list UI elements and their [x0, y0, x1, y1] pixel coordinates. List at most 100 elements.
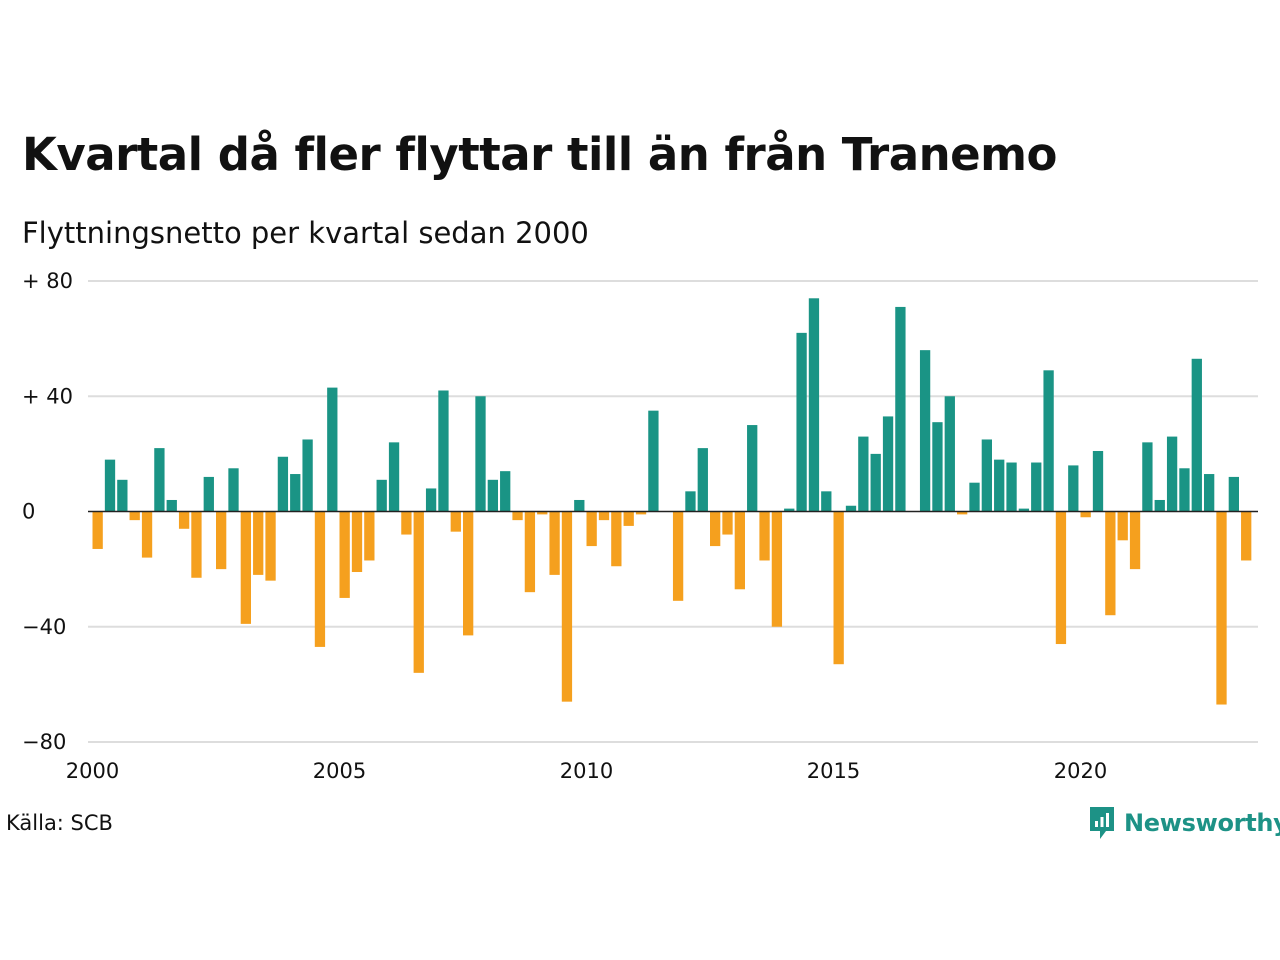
bar	[401, 511, 412, 535]
bar	[944, 396, 955, 512]
chart-subtitle: Flyttningsnetto per kvartal sedan 2000	[22, 216, 589, 250]
bar	[821, 491, 832, 512]
bar	[178, 511, 190, 529]
bar	[524, 511, 536, 593]
bar	[277, 456, 289, 512]
bar	[1179, 468, 1190, 512]
bar	[240, 511, 251, 624]
bar	[648, 410, 659, 512]
bar	[1006, 462, 1017, 512]
y-tick-label: + 80	[22, 269, 73, 293]
bar	[154, 448, 165, 512]
bar	[425, 488, 437, 512]
bar	[808, 298, 820, 512]
bar	[1018, 508, 1030, 512]
bar	[759, 511, 770, 561]
bar	[438, 390, 449, 512]
bar	[710, 511, 721, 547]
bar	[141, 511, 153, 558]
bar	[635, 511, 647, 515]
bar	[203, 476, 214, 512]
bar	[166, 499, 177, 512]
bar	[1228, 476, 1239, 512]
bar	[882, 416, 894, 512]
bar	[364, 511, 375, 561]
bar	[895, 306, 906, 512]
bar	[1166, 436, 1178, 512]
bar	[1105, 511, 1116, 616]
bar	[129, 511, 140, 521]
bar	[771, 511, 783, 627]
bar	[549, 511, 560, 575]
bar	[104, 459, 116, 512]
brand-logo: Newsworthy	[1088, 804, 1280, 842]
x-tick-label: 2005	[313, 759, 366, 783]
x-tick-label: 2015	[807, 759, 860, 783]
bar	[450, 511, 461, 532]
bar	[1241, 511, 1252, 561]
bar	[845, 505, 857, 512]
brand-name: Newsworthy	[1124, 809, 1280, 837]
bar	[1154, 499, 1165, 512]
bar	[919, 350, 931, 512]
bar	[314, 511, 326, 647]
bar	[574, 499, 585, 512]
bar	[302, 439, 313, 512]
bar	[487, 479, 498, 512]
bar	[697, 448, 708, 512]
bar	[1043, 370, 1054, 512]
bar	[1068, 465, 1079, 512]
bar	[327, 387, 338, 512]
bar	[1031, 462, 1042, 512]
bar	[1216, 511, 1227, 705]
y-tick-label: + 40	[22, 384, 73, 408]
bar	[784, 508, 795, 512]
bar	[1191, 358, 1202, 512]
bar	[117, 479, 128, 512]
x-tick-label: 2020	[1054, 759, 1107, 783]
bar	[1055, 511, 1067, 645]
bar	[512, 511, 523, 521]
bar	[1142, 442, 1153, 512]
bar	[475, 396, 486, 512]
bar	[672, 511, 684, 601]
bar	[734, 511, 745, 590]
y-tick-label: 0	[22, 500, 35, 524]
bar	[623, 511, 634, 526]
bar	[351, 511, 363, 573]
bar	[611, 511, 622, 567]
bar	[376, 479, 387, 512]
bar	[747, 425, 758, 512]
bar	[216, 511, 227, 570]
chart-title: Kvartal då fler flyttar till än från Tra…	[22, 128, 1057, 181]
bar	[191, 511, 202, 578]
bar	[796, 332, 807, 512]
bars	[92, 298, 1252, 705]
bar	[1092, 450, 1104, 512]
bar	[1204, 474, 1215, 512]
bar	[1129, 511, 1141, 570]
bar	[290, 474, 301, 512]
bar	[981, 439, 992, 512]
y-tick-label: −40	[22, 615, 66, 639]
bar	[463, 511, 474, 636]
x-tick-label: 2000	[66, 759, 119, 783]
bar	[92, 511, 103, 549]
newsworthy-chart-bubble-icon	[1090, 807, 1114, 839]
bar	[413, 511, 424, 673]
bar	[932, 422, 943, 512]
bar	[969, 482, 980, 512]
bar	[388, 442, 400, 512]
bar	[994, 459, 1005, 512]
bar	[598, 511, 610, 521]
source-note: Källa: SCB	[6, 811, 113, 835]
bar	[1117, 511, 1128, 541]
bar	[685, 491, 696, 512]
bar	[833, 511, 844, 665]
bar	[537, 511, 548, 515]
bar	[870, 453, 881, 512]
bar	[228, 468, 239, 512]
bar	[722, 511, 733, 535]
